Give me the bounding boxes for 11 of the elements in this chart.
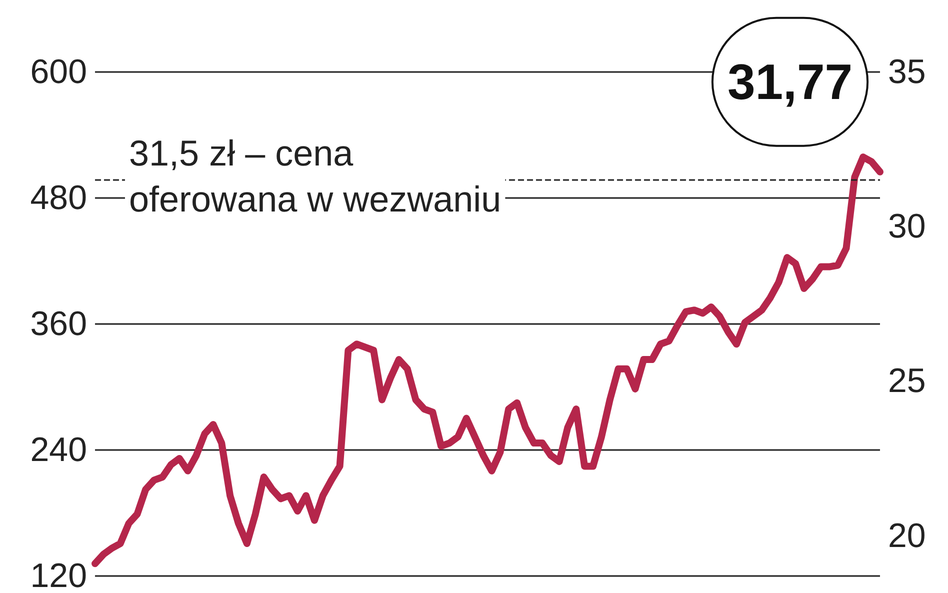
y-tick-label: 600 (30, 53, 87, 91)
y-tick-label: 360 (30, 305, 87, 343)
y2-tick-label: 30 (888, 208, 926, 246)
y-tick-label: 240 (30, 431, 87, 469)
y-tick-label: 120 (30, 557, 87, 593)
y2-tick-label: 20 (888, 516, 926, 555)
annotation: 31,5 zł – cena oferowana w wezwaniu (129, 132, 502, 220)
y2-tick-label: 25 (888, 362, 926, 400)
y-tick-label: 480 (30, 179, 87, 217)
y2-tick-label: 35 (888, 53, 926, 91)
data-label: 31,77 (727, 54, 853, 110)
